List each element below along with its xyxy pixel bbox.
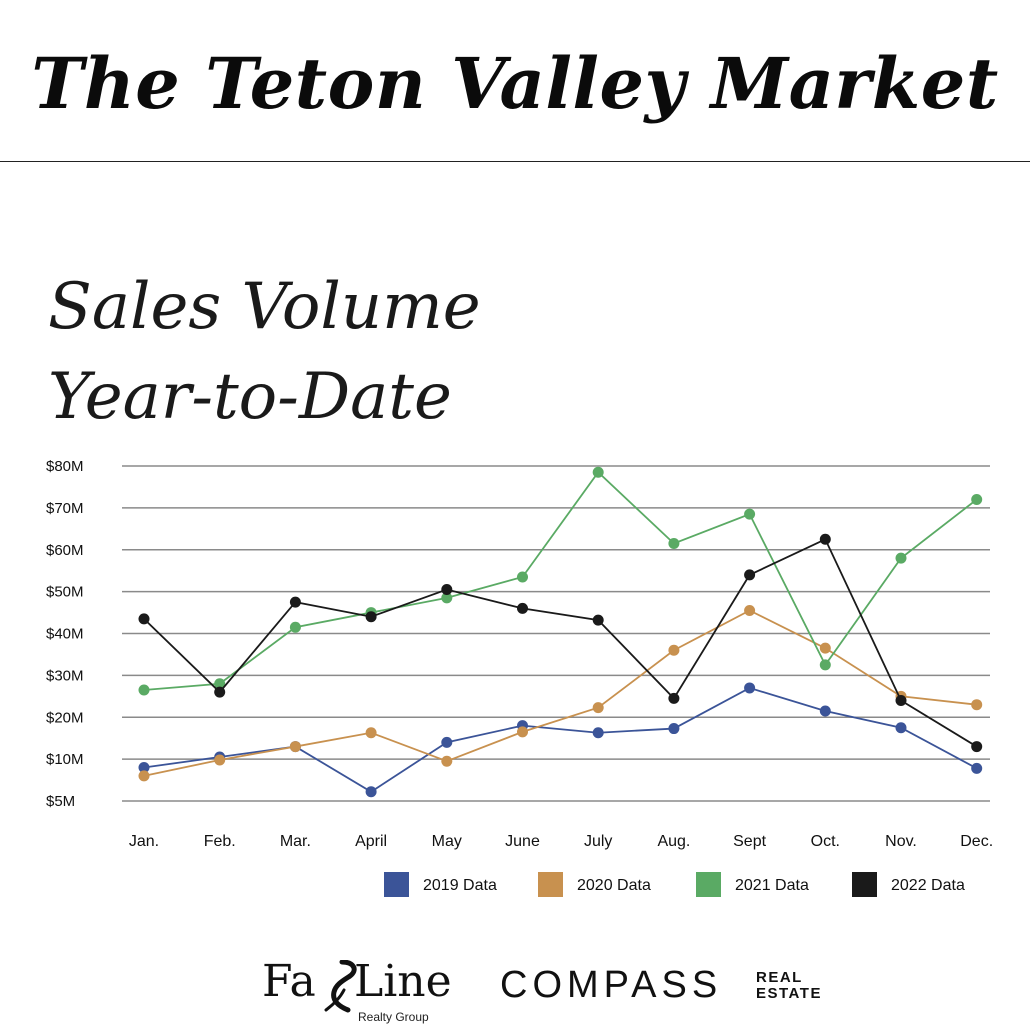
data-point (744, 604, 756, 616)
compass-estate: ESTATE (756, 985, 822, 1002)
data-point (592, 466, 604, 478)
data-point (819, 642, 831, 654)
legend-swatch (538, 872, 563, 897)
legend-swatch (384, 872, 409, 897)
data-point (138, 770, 150, 782)
data-point (441, 755, 453, 767)
data-point (744, 682, 756, 694)
data-point (668, 644, 680, 656)
x-tick-label: Dec. (960, 833, 993, 850)
compass-real: REAL (756, 969, 803, 986)
fall-line-word-left: Fa (262, 956, 316, 1007)
subtitle-line-1: Sales Volume (48, 270, 481, 344)
legend-label: 2022 Data (891, 877, 965, 894)
data-point (668, 723, 680, 735)
data-point (592, 614, 604, 626)
legend-label: 2020 Data (577, 877, 651, 894)
data-point (138, 684, 150, 696)
x-tick-label: Jan. (129, 833, 159, 850)
data-point (214, 754, 226, 766)
data-point (517, 571, 528, 583)
data-point (971, 741, 983, 753)
series-line-1 (143, 686, 978, 793)
data-point (517, 602, 528, 614)
x-tick-label: May (432, 833, 462, 850)
y-tick-label: $5M (46, 793, 75, 810)
data-point (441, 584, 453, 596)
sales-volume-chart: $80M $70M $60M $50M $40M $30M $20M $10M $5M Jan. F… (46, 458, 993, 897)
fall-line-logo: Fa Line Realty Group (262, 952, 462, 1024)
y-tick-label: $50M (46, 584, 84, 601)
data-point (365, 611, 377, 623)
data-point (819, 659, 831, 671)
data-point (744, 508, 756, 520)
data-point (819, 533, 831, 545)
data-point (441, 592, 453, 604)
data-point (895, 695, 907, 706)
x-tick-label: June (505, 833, 540, 850)
data-point (289, 741, 301, 753)
y-tick-label: $60M (46, 542, 84, 559)
data-point (895, 722, 907, 734)
footer: Fa Line Realty Group COMPASS REAL ESTATE (0, 930, 1030, 1030)
data-point (895, 552, 907, 564)
data-point (138, 613, 150, 625)
page-title: The Teton Valley Market (31, 42, 999, 125)
x-tick-label: Aug. (657, 833, 690, 850)
x-tick-label: Feb. (204, 833, 236, 850)
x-tick-label: July (584, 833, 612, 850)
data-point (592, 727, 604, 739)
legend-label: 2019 Data (423, 877, 497, 894)
data-point (819, 705, 831, 717)
x-tick-label: Nov. (885, 833, 917, 850)
series-line-3 (143, 470, 978, 691)
data-point (365, 727, 377, 739)
data-point (971, 494, 983, 505)
data-point (744, 569, 756, 581)
data-point (214, 686, 226, 698)
data-point (214, 678, 226, 690)
data-point (441, 736, 453, 748)
y-tick-label: $80M (46, 458, 84, 475)
fall-line-mark-icon (324, 960, 357, 1013)
x-tick-label: Sept (733, 833, 766, 850)
data-point (971, 762, 983, 774)
compass-real-estate: REAL ESTATE (756, 970, 836, 1002)
x-tick-label: Oct. (811, 833, 840, 850)
series-line-4 (143, 538, 978, 748)
header: The Teton Valley Market (0, 0, 1030, 162)
series-line-2 (143, 609, 977, 777)
data-point (289, 596, 301, 608)
y-tick-label: $30M (46, 667, 84, 684)
y-tick-label: $20M (46, 709, 84, 726)
compass-logo: COMPASS (500, 964, 723, 1006)
data-point (517, 726, 528, 738)
legend-label: 2021 Data (735, 877, 809, 894)
y-tick-label: $70M (46, 500, 84, 517)
fall-line-word-right: Line (354, 956, 452, 1007)
x-tick-label: April (355, 833, 387, 850)
x-tick-label: Mar. (280, 833, 311, 850)
fall-line-subtitle: Realty Group (358, 1010, 429, 1024)
data-point (289, 621, 301, 633)
data-point (971, 699, 983, 711)
y-tick-label: $40M (46, 626, 84, 643)
legend-swatch (696, 872, 721, 897)
legend-swatch (852, 872, 877, 897)
subtitle-line-2: Year-to-Date (48, 360, 452, 434)
data-point (668, 692, 680, 704)
data-point (365, 786, 377, 798)
y-tick-label: $10M (46, 751, 84, 768)
chart-subtitle: Sales Volume Year-to-Date (48, 262, 481, 442)
data-point (592, 702, 604, 714)
data-point (138, 762, 150, 773)
data-point (668, 537, 680, 549)
